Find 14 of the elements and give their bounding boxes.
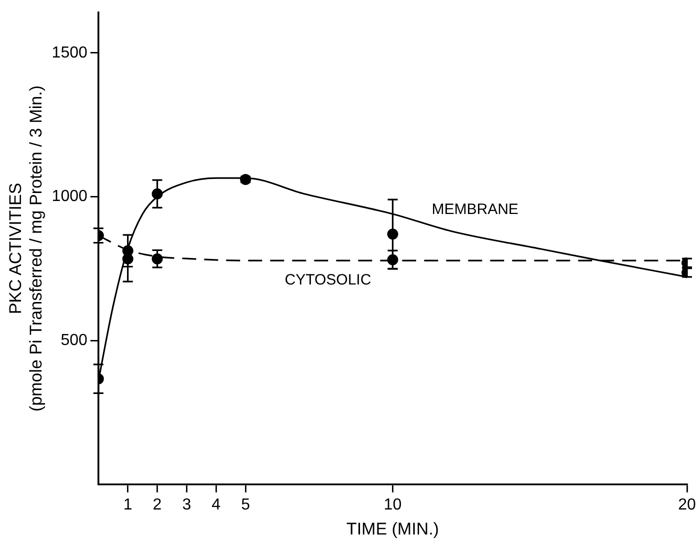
x-tick-label: 20 bbox=[678, 496, 696, 514]
x-tick-label: 5 bbox=[241, 496, 250, 514]
x-axis-title: TIME (MIN.) bbox=[346, 519, 439, 538]
x-tick-label: 2 bbox=[152, 496, 162, 514]
x-tick-label: 3 bbox=[182, 496, 192, 514]
x-tick-label: 10 bbox=[384, 496, 402, 514]
x-tick-label: 4 bbox=[212, 496, 221, 514]
y-tick-label: 1000 bbox=[52, 188, 88, 206]
x-tick-label: 1 bbox=[123, 496, 132, 514]
series-label: CYTOSOLIC bbox=[284, 272, 372, 289]
y-tick-label: 500 bbox=[60, 332, 88, 349]
y-tick-label: 1500 bbox=[52, 44, 88, 62]
y-axis-title: PKC ACTIVITIES (pmole Pi Transferred / mg Protein / 3 Min.) bbox=[6, 86, 46, 412]
series-label: MEMBRANE bbox=[432, 201, 518, 218]
